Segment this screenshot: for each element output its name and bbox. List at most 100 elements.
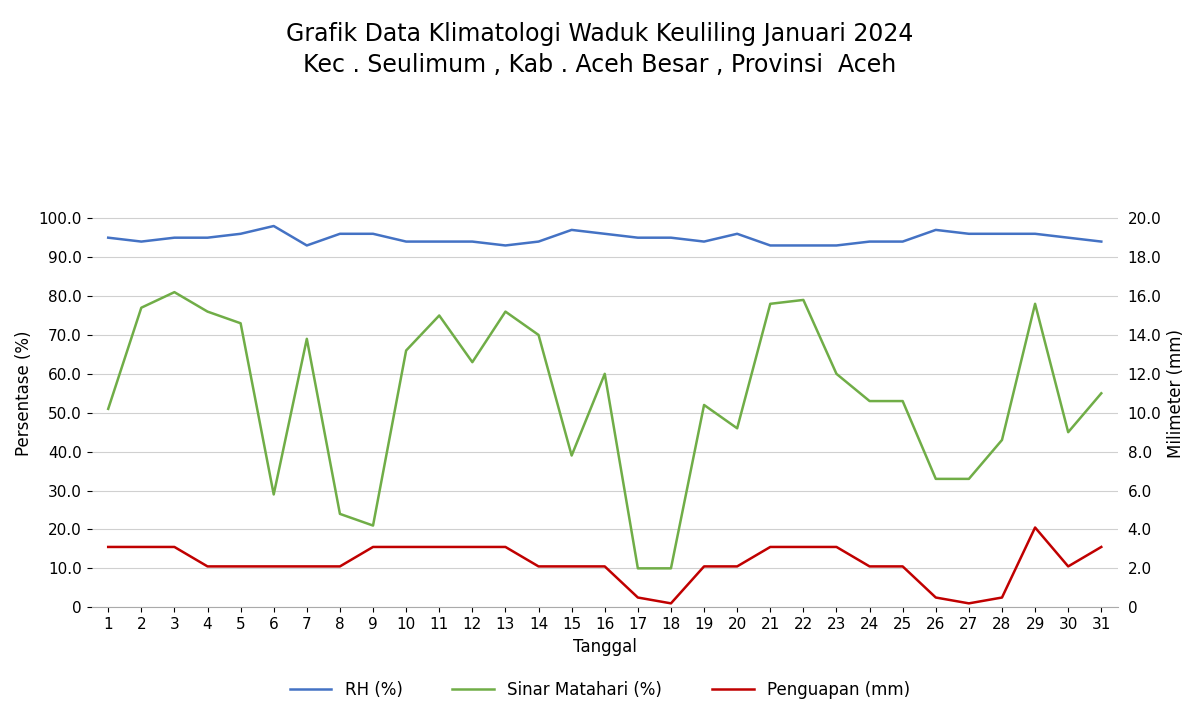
Sinar Matahari (%) [332,510,347,518]
Sinar Matahari (%) [167,288,181,296]
RH (%) [995,229,1009,238]
Sinar Matahari (%) [398,346,413,355]
Sinar Matahari (%) [631,564,646,572]
Sinar Matahari (%) [266,490,281,499]
Penguapan (mm) [730,562,744,571]
Penguapan (mm) [234,562,248,571]
Sinar Matahari (%) [432,311,446,320]
Sinar Matahari (%) [995,435,1009,444]
RH (%) [1094,237,1109,246]
Sinar Matahari (%) [101,404,115,413]
RH (%) [300,241,314,249]
Sinar Matahari (%) [1094,389,1109,397]
Sinar Matahari (%) [697,401,712,410]
RH (%) [366,229,380,238]
Sinar Matahari (%) [664,564,678,572]
Line: RH (%): RH (%) [108,226,1102,245]
Penguapan (mm) [1094,543,1109,552]
RH (%) [1028,229,1043,238]
Penguapan (mm) [697,562,712,571]
RH (%) [332,229,347,238]
RH (%) [697,237,712,246]
Penguapan (mm) [929,593,943,602]
Sinar Matahari (%) [1028,299,1043,308]
Penguapan (mm) [200,562,215,571]
Penguapan (mm) [366,543,380,552]
Y-axis label: Milimeter (mm): Milimeter (mm) [1166,329,1186,458]
RH (%) [167,234,181,242]
Sinar Matahari (%) [532,331,546,340]
Sinar Matahari (%) [863,397,877,405]
Penguapan (mm) [1061,562,1075,571]
RH (%) [466,237,480,246]
Sinar Matahari (%) [1061,428,1075,436]
Penguapan (mm) [796,543,810,552]
RH (%) [895,237,910,246]
RH (%) [498,241,512,249]
Penguapan (mm) [466,543,480,552]
Penguapan (mm) [101,543,115,552]
Penguapan (mm) [564,562,578,571]
RH (%) [763,241,778,249]
Text: Grafik Data Klimatologi Waduk Keuliling Januari 2024
Kec . Seulimum , Kab . Aceh: Grafik Data Klimatologi Waduk Keuliling … [287,22,913,77]
RH (%) [234,229,248,238]
RH (%) [796,241,810,249]
RH (%) [101,234,115,242]
Sinar Matahari (%) [763,299,778,308]
RH (%) [961,229,976,238]
Penguapan (mm) [863,562,877,571]
Sinar Matahari (%) [929,474,943,483]
Penguapan (mm) [995,593,1009,602]
RH (%) [1061,234,1075,242]
Sinar Matahari (%) [598,370,612,379]
Sinar Matahari (%) [564,451,578,460]
Sinar Matahari (%) [498,307,512,316]
Sinar Matahari (%) [895,397,910,405]
RH (%) [598,229,612,238]
Penguapan (mm) [332,562,347,571]
Sinar Matahari (%) [961,474,976,483]
RH (%) [863,237,877,246]
RH (%) [200,234,215,242]
Penguapan (mm) [266,562,281,571]
Penguapan (mm) [829,543,844,552]
Penguapan (mm) [498,543,512,552]
Penguapan (mm) [432,543,446,552]
Penguapan (mm) [1028,523,1043,532]
Sinar Matahari (%) [366,521,380,530]
Sinar Matahari (%) [796,296,810,304]
Sinar Matahari (%) [466,358,480,366]
Sinar Matahari (%) [300,335,314,343]
RH (%) [532,237,546,246]
Penguapan (mm) [134,543,149,552]
RH (%) [266,221,281,230]
RH (%) [829,241,844,249]
Sinar Matahari (%) [234,319,248,327]
Penguapan (mm) [631,593,646,602]
RH (%) [564,226,578,234]
Penguapan (mm) [598,562,612,571]
Y-axis label: Persentase (%): Persentase (%) [14,330,32,456]
Penguapan (mm) [532,562,546,571]
Legend: RH (%), Sinar Matahari (%), Penguapan (mm): RH (%), Sinar Matahari (%), Penguapan (m… [283,674,917,705]
Sinar Matahari (%) [730,424,744,433]
Line: Penguapan (mm): Penguapan (mm) [108,528,1102,603]
RH (%) [432,237,446,246]
Sinar Matahari (%) [200,307,215,316]
RH (%) [631,234,646,242]
Penguapan (mm) [961,599,976,608]
Penguapan (mm) [664,599,678,608]
RH (%) [398,237,413,246]
X-axis label: Tanggal: Tanggal [572,637,637,655]
RH (%) [929,226,943,234]
RH (%) [664,234,678,242]
Penguapan (mm) [895,562,910,571]
RH (%) [730,229,744,238]
Penguapan (mm) [300,562,314,571]
Penguapan (mm) [763,543,778,552]
Penguapan (mm) [167,543,181,552]
Line: Sinar Matahari (%): Sinar Matahari (%) [108,292,1102,568]
Sinar Matahari (%) [829,370,844,379]
Penguapan (mm) [398,543,413,552]
Sinar Matahari (%) [134,304,149,312]
